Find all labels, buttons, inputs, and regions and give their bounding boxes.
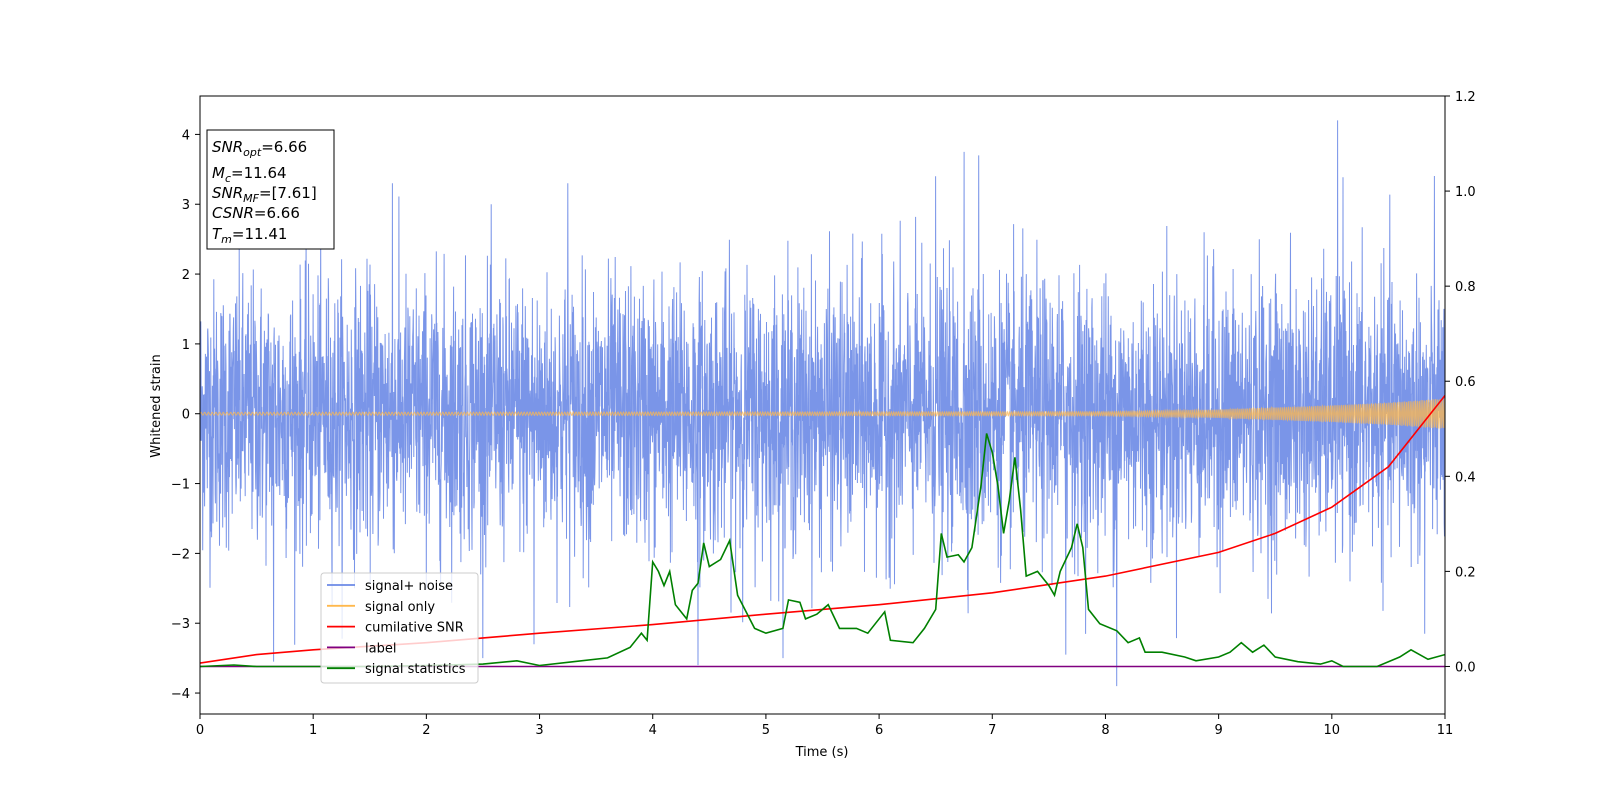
series-signal-noise xyxy=(200,120,1445,687)
annotation-tm: Tm=11.41 xyxy=(212,225,287,246)
x-tick-label: 8 xyxy=(1101,723,1109,738)
y-tick-label: −2 xyxy=(171,547,190,562)
y-tick-label: 0 xyxy=(182,408,190,423)
annotation-csnr: CSNR=6.66 xyxy=(212,204,300,222)
y2-tick-label: 1.2 xyxy=(1455,90,1476,105)
x-tick-label: 0 xyxy=(196,723,204,738)
y2-tick-label: 0.8 xyxy=(1455,280,1476,295)
y-tick-label: 3 xyxy=(182,198,190,213)
annotation-mc: Mc=11.64 xyxy=(212,164,287,185)
x-tick-label: 10 xyxy=(1324,723,1341,738)
series-signal-only xyxy=(200,398,1445,429)
legend-label: signal statistics xyxy=(365,662,466,677)
y-axis-label: Whitened strain xyxy=(149,354,164,457)
legend: signal+ noise signal only cumilative SNR la… xyxy=(320,572,479,684)
legend-label: label xyxy=(365,641,396,656)
y-axis-right: 1.2 1.0 0.8 0.6 0.4 0.2 0.0 xyxy=(1445,90,1476,675)
legend-label: signal only xyxy=(365,600,435,615)
y2-tick-label: 0.6 xyxy=(1455,375,1476,390)
y-tick-label: −1 xyxy=(171,478,190,493)
x-tick-label: 4 xyxy=(649,723,657,738)
legend-items: signal+ noise signal only cumilative SNR la… xyxy=(327,579,466,677)
legend-label: signal+ noise xyxy=(365,579,453,594)
x-tick-label: 3 xyxy=(535,723,543,738)
annotation-frame xyxy=(206,129,335,250)
x-axis: 0 1 2 3 4 5 6 7 8 9 10 11 xyxy=(196,714,1453,738)
x-axis-label: Time (s) xyxy=(795,745,849,760)
y2-tick-label: 1.0 xyxy=(1455,185,1476,200)
x-tick-label: 11 xyxy=(1437,723,1454,738)
legend-label: cumilative SNR xyxy=(365,621,464,636)
x-tick-label: 1 xyxy=(309,723,317,738)
y-axis-left: 4 3 2 1 0 −1 −2 −3 −4 xyxy=(171,128,200,702)
y2-tick-label: 0.4 xyxy=(1455,470,1476,485)
x-tick-label: 2 xyxy=(422,723,430,738)
y2-tick-label: 0.2 xyxy=(1455,565,1476,580)
y-tick-label: −3 xyxy=(171,617,190,632)
y-tick-label: 1 xyxy=(182,338,190,353)
y-tick-label: 4 xyxy=(182,128,190,143)
legend-frame xyxy=(320,572,479,684)
plot-frame xyxy=(199,95,1446,715)
annotation-snr-opt: SNRopt=6.66 xyxy=(212,138,307,159)
x-tick-label: 6 xyxy=(875,723,883,738)
x-tick-label: 7 xyxy=(988,723,996,738)
y2-tick-label: 0.0 xyxy=(1455,660,1476,675)
y-tick-label: −4 xyxy=(171,687,190,702)
x-tick-label: 5 xyxy=(762,723,770,738)
x-tick-label: 9 xyxy=(1214,723,1222,738)
y-tick-label: 2 xyxy=(182,268,190,283)
series-signal-statistics xyxy=(200,433,1445,668)
annotation-box: SNRopt=6.66 Mc=11.64 SNRMF=[7.61] CSNR=6… xyxy=(206,129,335,250)
annotation-snr-mf: SNRMF=[7.61] xyxy=(212,184,317,205)
